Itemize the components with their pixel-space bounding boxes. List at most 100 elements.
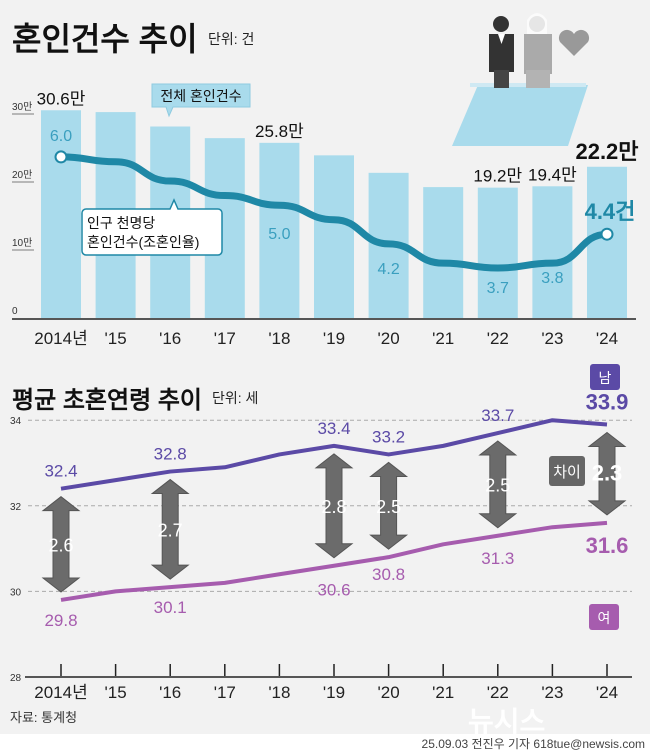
first-marriage-age-chart: 34 32 30 28 2014년 '15 '16 '17 '18 '19 '20 '21 '22 '23… <box>10 364 632 702</box>
gap-value-label: 2.8 <box>321 497 346 517</box>
rate-line <box>57 153 611 272</box>
gap-arrow <box>150 478 190 580</box>
y-tick-label: 20만 <box>12 169 32 181</box>
x-tick-label: 2014년 <box>34 329 87 348</box>
y-tick-label: 32 <box>10 502 22 513</box>
men-value-label: 33.9 <box>586 389 629 414</box>
men-badge <box>590 364 620 390</box>
y-tick-label: 10만 <box>12 237 32 249</box>
rate-value-label: 4.4건 <box>585 199 636 224</box>
rate-value-label: 5.0 <box>268 226 290 243</box>
watermark-logo: 뉴시스 <box>468 706 545 737</box>
x-tick-label: '16 <box>159 683 181 702</box>
men-value-label: 33.2 <box>372 427 405 446</box>
x-tick-label: '24 <box>596 329 618 348</box>
bar-value-label: 25.8만 <box>255 122 304 141</box>
men-value-label: 33.7 <box>481 406 514 425</box>
gap-value-label: 2.3 <box>592 461 623 486</box>
marriage-count-chart: 30만 20만 10만 0 2014년 '15 '16 '17 '18 '19 '20 '21 '22 '… <box>12 83 639 348</box>
bottom-chart-title: 평균 초혼연령 추이 <box>12 387 202 414</box>
gap-value-label: 2.6 <box>48 535 73 555</box>
women-value-label: 30.6 <box>317 581 350 600</box>
callout-bars-label: 전체 혼인건수 <box>160 88 241 104</box>
gap-arrow <box>314 453 354 559</box>
wedding-couple-icon <box>452 13 590 146</box>
x-tick-label: '18 <box>268 683 290 702</box>
bar <box>587 166 627 318</box>
x-tick-label: '16 <box>159 329 181 348</box>
bottom-chart-unit: 단위: 세 <box>212 390 258 406</box>
men-value-label: 32.8 <box>154 445 187 464</box>
bar-value-label: 19.4만 <box>528 165 577 184</box>
women-line <box>60 520 608 602</box>
gap-arrow <box>41 496 81 593</box>
bar <box>477 187 518 318</box>
gap-value-label: 2.5 <box>376 497 401 517</box>
x-tick-label: '24 <box>596 683 618 702</box>
x-tick-label: '21 <box>432 683 454 702</box>
women-badge <box>589 604 619 630</box>
gap-value-label: 2.7 <box>158 520 183 540</box>
women-badge-label: 여 <box>598 610 611 626</box>
x-tick-label: '15 <box>105 683 127 702</box>
men-badge-label: 남 <box>599 370 612 386</box>
y-tick-label: 30만 <box>12 101 32 113</box>
x-tick-label: '18 <box>268 329 290 348</box>
source-text: 자료: 통계청 <box>10 710 77 725</box>
top-chart-title: 혼인건수 추이 <box>12 21 198 57</box>
callout-rate-label-2: 혼인건수(조혼인율) <box>87 234 199 250</box>
x-tick-label: '19 <box>323 329 345 348</box>
x-tick-label: '23 <box>541 329 563 348</box>
x-tick-label: '17 <box>214 683 236 702</box>
y-tick-label: 28 <box>10 673 22 684</box>
y-tick-label: 34 <box>10 416 22 427</box>
women-value-label: 30.8 <box>372 565 405 584</box>
rate-value-label: 3.8 <box>541 270 563 287</box>
bar-value-label: 22.2만 <box>575 139 638 164</box>
y-tick-label: 0 <box>12 306 18 317</box>
bar <box>41 110 81 318</box>
rate-value-label: 4.2 <box>377 261 399 278</box>
rate-point <box>54 150 68 164</box>
men-line <box>60 418 608 491</box>
gap-arrow <box>369 461 409 550</box>
bar-value-label: 30.6만 <box>37 89 86 108</box>
x-tick-label: '22 <box>487 329 509 348</box>
gap-badge-label: 차이 <box>553 464 581 481</box>
rate-point <box>600 227 614 241</box>
heart-icon <box>558 29 590 56</box>
women-value-label: 31.6 <box>586 533 629 558</box>
bar <box>423 187 464 318</box>
x-tick-label: '23 <box>541 683 563 702</box>
bar-value-label: 19.2만 <box>473 167 522 186</box>
callout-box-bars <box>151 83 251 118</box>
y-tick-label: 30 <box>10 587 22 598</box>
credit-bar <box>0 734 650 752</box>
x-tick-label: '15 <box>105 329 127 348</box>
men-value-label: 32.4 <box>44 462 77 481</box>
top-chart-unit: 단위: 건 <box>208 31 254 47</box>
women-value-label: 31.3 <box>481 549 514 568</box>
bar <box>314 155 354 318</box>
x-tick-label: '20 <box>378 329 400 348</box>
x-tick-label: '20 <box>378 683 400 702</box>
bar <box>532 186 573 318</box>
women-value-label: 29.8 <box>44 611 77 630</box>
x-tick-label: '21 <box>432 329 454 348</box>
x-tick-label: '17 <box>214 329 236 348</box>
bar <box>259 142 300 318</box>
women-value-label: 30.1 <box>154 598 187 617</box>
gap-value-label: 2.5 <box>485 475 510 495</box>
rate-value-label: 3.7 <box>487 280 509 297</box>
callout-rate-label-1: 인구 천명당 <box>87 215 155 231</box>
gap-arrow <box>478 440 518 529</box>
rate-value-label: 6.0 <box>50 128 72 145</box>
gap-arrow <box>587 431 627 516</box>
credit-text: 25.09.03 전진우 기자 618tue@newsis.com <box>422 737 645 751</box>
gap-badge <box>549 456 585 486</box>
men-value-label: 33.4 <box>317 419 350 438</box>
x-tick-label: '22 <box>487 683 509 702</box>
x-tick-label: 2014년 <box>34 683 87 702</box>
callout-box-rate <box>81 198 223 256</box>
